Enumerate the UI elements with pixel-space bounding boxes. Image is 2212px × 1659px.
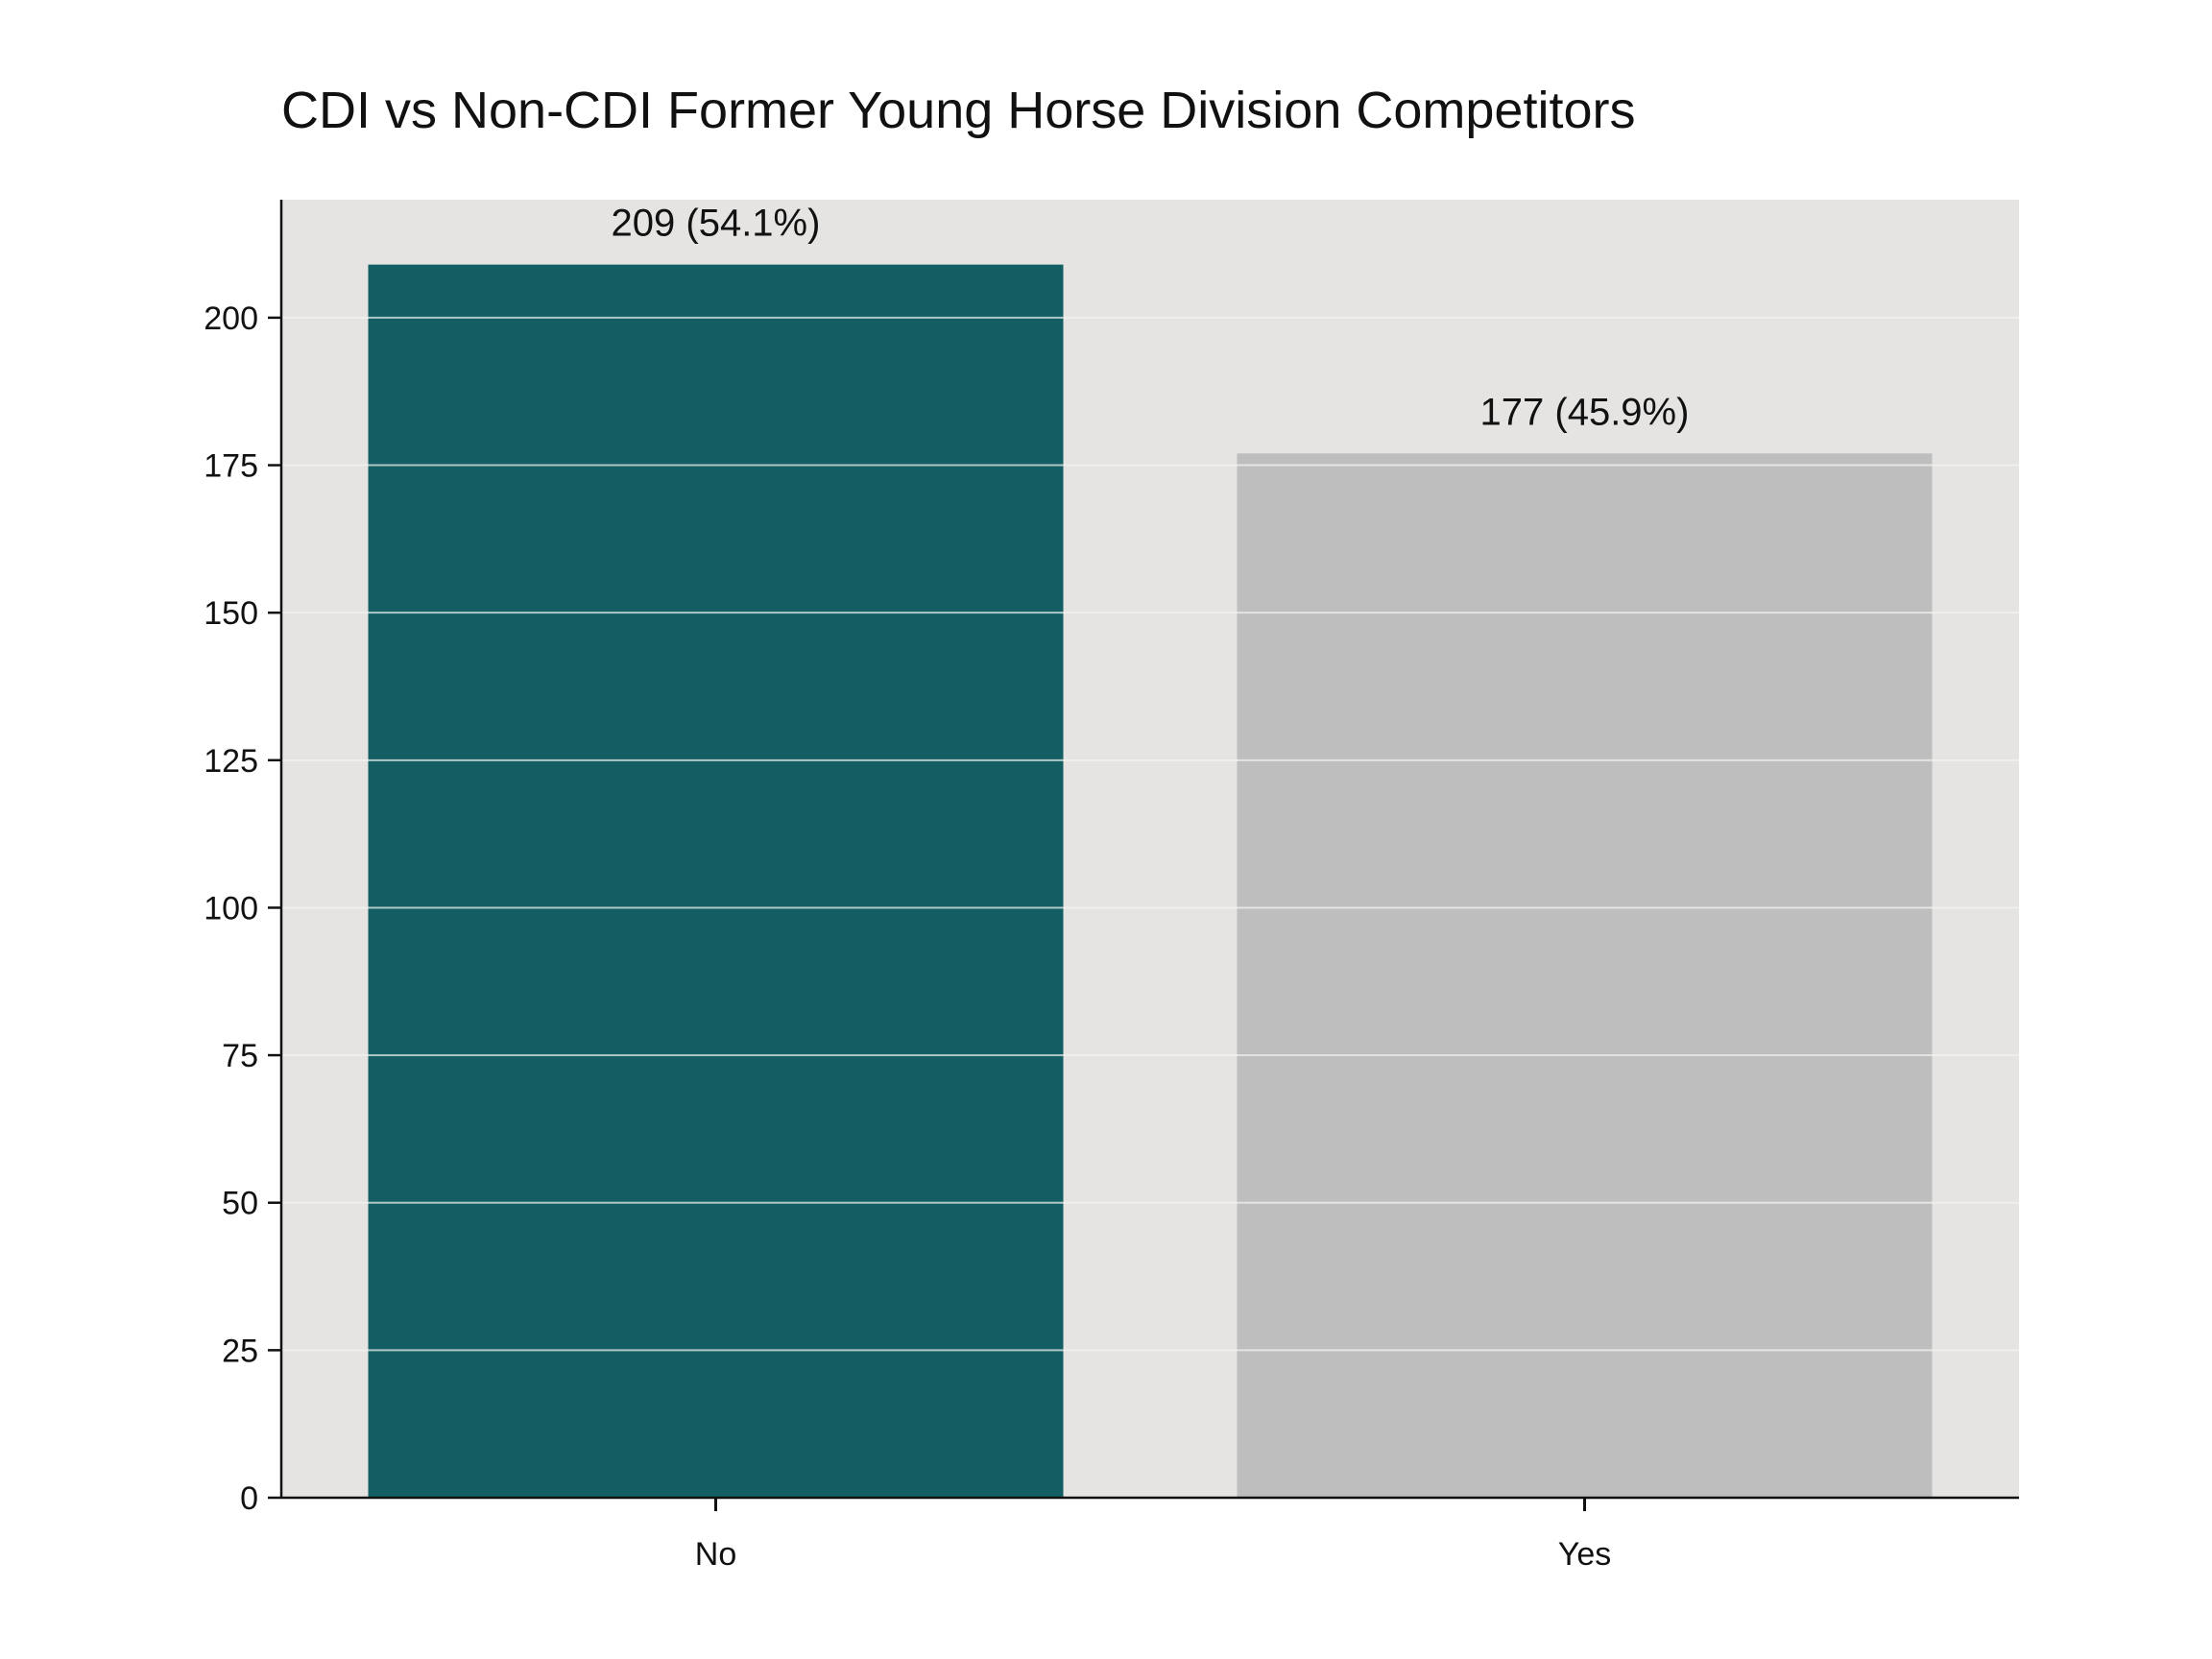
data-label-no: 209 (54.1%): [612, 203, 821, 245]
y-tick-label-125: 125: [204, 743, 258, 780]
y-tick-label-150: 150: [204, 595, 258, 632]
data-labels: 209 (54.1%) 177 (45.9%): [612, 203, 1690, 434]
y-tick-label-25: 25: [222, 1333, 258, 1369]
y-tick-label-200: 200: [204, 301, 258, 337]
data-label-yes: 177 (45.9%): [1480, 391, 1690, 433]
y-tick-label-100: 100: [204, 890, 258, 926]
axes: No Yes 0 25 50 75 100 125 150 175 200: [204, 200, 2019, 1573]
x-tick-label-no: No: [695, 1536, 736, 1573]
x-tick-label-yes: Yes: [1558, 1536, 1611, 1573]
bar-no: [368, 264, 1064, 1499]
y-tick-label-0: 0: [240, 1480, 258, 1517]
grid-lines-overlay: [281, 316, 2019, 1352]
y-tick-label-50: 50: [222, 1186, 258, 1222]
y-tick-label-75: 75: [222, 1038, 258, 1074]
bar-yes: [1237, 453, 1933, 1499]
y-tick-label-175: 175: [204, 448, 258, 485]
bars: [368, 264, 1933, 1499]
chart-title: CDI vs Non-CDI Former Young Horse Divisi…: [281, 82, 1635, 139]
